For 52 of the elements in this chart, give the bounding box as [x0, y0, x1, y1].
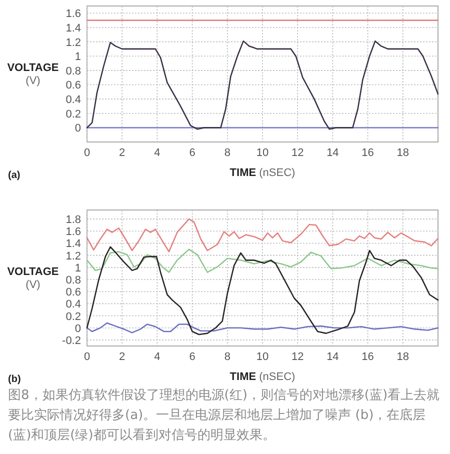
y-tick-label: 1.6 — [66, 8, 81, 20]
y-tick-label: 0.6 — [66, 80, 81, 92]
x-axis-title: TIME (nSEC) — [230, 371, 296, 383]
y-tick-label: 0 — [74, 122, 81, 135]
x-tick-label: 6 — [189, 147, 196, 159]
line-series — [86, 40, 439, 130]
y-tick-label: 1.2 — [66, 250, 81, 262]
y-tick-label: 1.4 — [66, 22, 81, 34]
y-tick-label: 0.4 — [66, 298, 81, 311]
y-tick-label: 1.4 — [66, 238, 81, 250]
y-tick-label: 0.2 — [66, 310, 81, 323]
y-axis-title: VOLTAGE (V) — [7, 266, 59, 292]
x-tick-label: 0 — [84, 147, 90, 159]
y-tick-label: 0.8 — [66, 274, 81, 287]
x-tick-label: 18 — [396, 351, 410, 363]
line-series — [86, 218, 439, 252]
x-tick-label: 4 — [154, 351, 160, 363]
y-tick-label: 0.2 — [66, 108, 81, 120]
x-tick-label: 10 — [256, 147, 269, 159]
text: (a) — [8, 170, 20, 181]
x-tick-label: 6 — [189, 351, 196, 363]
x-tick-label: 18 — [396, 147, 410, 159]
x-tick-label: 8 — [224, 351, 230, 363]
x-tick-label: 14 — [326, 351, 339, 363]
x-tick-label: 12 — [291, 147, 304, 159]
x-tick-label: 16 — [362, 351, 374, 363]
y-tick-label: 0.8 — [66, 65, 81, 78]
x-axis-title: TIME (nSEC) — [230, 167, 296, 179]
y-tick-label: 0 — [74, 322, 81, 335]
x-tick-label: 4 — [154, 147, 160, 159]
x-tick-label: 16 — [362, 147, 374, 159]
y-axis-title: VOLTAGE (V) — [7, 62, 59, 88]
y-tick-label: 1.6 — [66, 226, 81, 238]
x-tick-label: 2 — [119, 147, 126, 159]
y-tick-label: -0.2 — [62, 334, 81, 347]
x-tick-label: 2 — [119, 351, 126, 363]
line-series — [86, 246, 439, 336]
y-tick-label: 1 — [74, 262, 81, 274]
y-tick-label: 0.4 — [66, 94, 81, 106]
y-tick-label: 0.6 — [66, 286, 81, 299]
line-series — [86, 248, 439, 273]
x-tick-label: 10 — [256, 351, 269, 363]
text: (b) — [8, 374, 21, 385]
y-tick-label: 1.2 — [66, 36, 81, 49]
caption: 图8，如果仿真软件假设了理想的电源(红)，则信号的对地漂移(蓝)看上去就要比实际情况好得多(a)。一旦在电源层和地层上增加了噪声 (b)，在底层(蓝)和顶层(绿)都可以看到对信号的明显效果。 — [8, 387, 441, 445]
line-series — [86, 322, 439, 334]
x-tick-label: 8 — [224, 147, 230, 159]
x-tick-label: 12 — [291, 351, 304, 363]
y-tick-label: 1 — [74, 51, 81, 64]
x-tick-label: 0 — [84, 351, 90, 363]
y-tick-label: 1.8 — [66, 214, 81, 226]
x-tick-label: 14 — [326, 147, 339, 159]
